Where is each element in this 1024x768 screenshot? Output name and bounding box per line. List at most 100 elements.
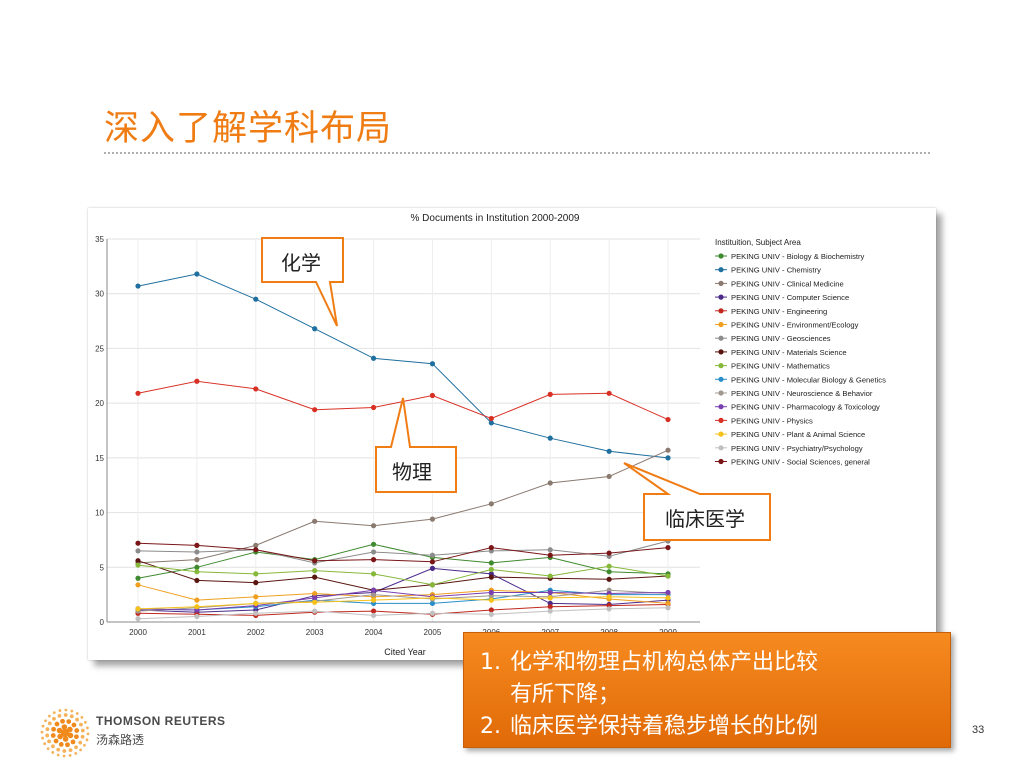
x-tick-label: 2005: [424, 628, 442, 637]
legend-swatch-marker: [718, 376, 724, 382]
data-point: [665, 447, 671, 453]
series-line: [137, 543, 669, 579]
brand-name: THOMSON REUTERS: [96, 714, 226, 728]
summary-item-1: 1. 化学和物理占机构总体产出比较: [480, 647, 818, 679]
x-tick-label: 2001: [188, 628, 206, 637]
data-point: [665, 605, 671, 611]
data-point: [429, 559, 436, 565]
data-point: [429, 582, 436, 588]
legend-label: PEKING UNIV - Mathematics: [731, 362, 830, 371]
data-point: [135, 283, 141, 289]
data-point: [370, 608, 377, 614]
data-point: [312, 558, 318, 564]
line-chart: % Documents in Institution 2000-2009 0 5 1…: [95, 213, 886, 657]
data-point: [312, 567, 318, 574]
x-axis-label: Cited Year: [384, 647, 426, 657]
data-point: [606, 563, 612, 569]
legend-label: PEKING UNIV - Materials Science: [731, 348, 847, 357]
y-tick-label: 15: [95, 454, 104, 463]
data-point: [194, 604, 200, 610]
data-point: [665, 544, 671, 551]
series-line: [137, 589, 669, 611]
series-line: [137, 449, 669, 564]
legend-label: PEKING UNIV - Chemistry: [731, 266, 821, 275]
legend-item: PEKING UNIV - Engineering: [715, 307, 827, 316]
data-point: [194, 557, 200, 563]
data-point: [665, 600, 671, 606]
data-point: [253, 386, 259, 392]
data-point: [547, 589, 553, 596]
series-line: [137, 564, 669, 586]
data-point: [488, 597, 494, 603]
chart-panel: % Documents in Institution 2000-2009 0 5 1…: [88, 208, 936, 660]
series-7: [135, 558, 671, 593]
series-line: [137, 589, 668, 611]
legend-label: PEKING UNIV - Environment/Ecology: [731, 321, 859, 330]
legend-label: PEKING UNIV - Molecular Biology & Geneti…: [731, 375, 886, 384]
data-point: [253, 600, 259, 606]
data-point: [606, 550, 612, 556]
legend-item: PEKING UNIV - Mathematics: [715, 362, 830, 371]
legend-label: PEKING UNIV - Pharmacology & Toxicology: [731, 403, 880, 412]
legend-swatch-marker: [718, 349, 724, 355]
data-point: [606, 569, 612, 575]
data-point: [547, 604, 553, 610]
data-point: [606, 606, 612, 612]
legend-item: PEKING UNIV - Plant & Animal Science: [715, 430, 865, 439]
series-12: [135, 378, 671, 423]
legend-item: PEKING UNIV - Physics: [715, 416, 813, 425]
data-point: [665, 455, 671, 461]
legend-swatch-marker: [718, 363, 724, 369]
series-1: [135, 271, 671, 461]
data-point: [312, 407, 318, 413]
series-2: [135, 447, 671, 566]
y-tick-label: 10: [95, 509, 104, 518]
data-point: [547, 608, 553, 614]
data-point: [429, 600, 436, 606]
legend-item: PEKING UNIV - Geosciences: [715, 334, 831, 343]
data-point: [547, 595, 553, 601]
data-point: [665, 589, 671, 596]
y-tick-label: 5: [100, 563, 105, 572]
summary-item-2: 2. 临床医学保持着稳步增长的比例: [480, 711, 818, 743]
thomson-reuters-logo-icon: [40, 708, 90, 758]
data-point: [665, 538, 671, 544]
data-point: [488, 574, 494, 580]
data-point: [194, 542, 200, 548]
series-line: [137, 380, 669, 421]
series-line: [137, 607, 669, 620]
legend-item: PEKING UNIV - Social Sciences, general: [715, 458, 870, 467]
data-point: [606, 448, 612, 454]
legend-label: PEKING UNIV - Plant & Animal Science: [731, 430, 865, 439]
data-point: [429, 392, 436, 399]
legend-item: PEKING UNIV - Molecular Biology & Geneti…: [715, 375, 886, 384]
legend-swatch-marker: [718, 308, 724, 314]
summary-box: 1. 化学和物理占机构总体产出比较 有所下降； 2. 临床医学保持着稳步增长的比例: [463, 632, 951, 748]
legend-item: PEKING UNIV - Psychiatry/Psychology: [715, 444, 863, 453]
data-point: [312, 599, 318, 605]
series-3: [135, 565, 671, 615]
series-6: [135, 538, 671, 566]
series-line: [137, 560, 669, 591]
data-point: [312, 574, 318, 580]
data-point: [135, 562, 141, 568]
data-point: [135, 540, 141, 546]
data-point: [488, 607, 494, 613]
legend-item: PEKING UNIV - Biology & Biochemistry: [715, 252, 865, 261]
data-point: [370, 541, 377, 547]
data-point: [547, 573, 553, 579]
data-point: [370, 587, 377, 593]
data-point: [429, 565, 436, 571]
series-5: [135, 582, 671, 606]
data-point: [429, 361, 436, 367]
data-point: [488, 560, 494, 566]
data-point: [253, 580, 259, 586]
legend-swatch-marker: [718, 294, 724, 300]
legend-swatch-marker: [718, 390, 724, 396]
legend-item: PEKING UNIV - Computer Science: [715, 293, 849, 302]
series-line: [137, 596, 669, 610]
legend-item: PEKING UNIV - Chemistry: [715, 266, 821, 275]
summary-item-text: 临床医学保持着稳步增长的比例: [510, 714, 819, 739]
slide-title: 深入了解学科布局: [104, 109, 393, 149]
series-line: [137, 589, 669, 612]
